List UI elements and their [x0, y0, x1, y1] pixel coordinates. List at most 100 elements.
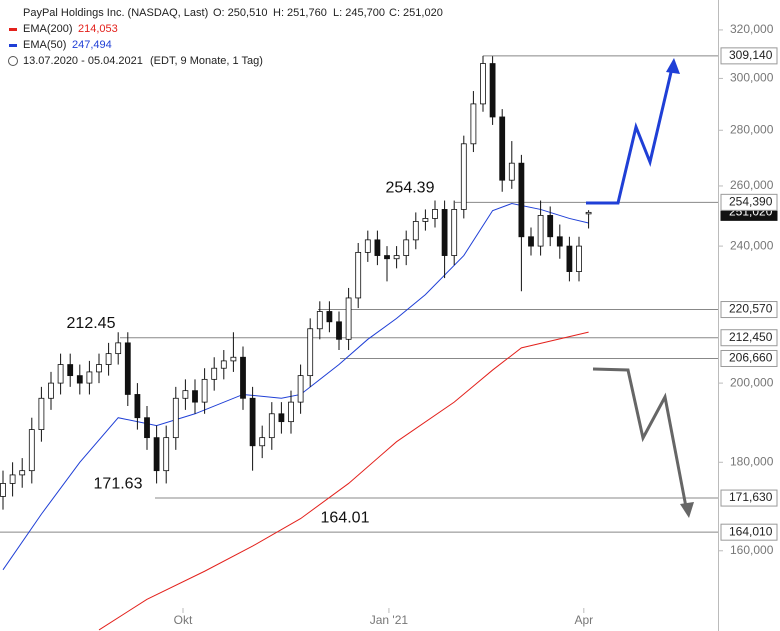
price-label: 206,660 [729, 351, 773, 365]
y-tick-label: 180,000 [730, 454, 774, 468]
candle-body [57, 364, 64, 384]
candle-body [153, 437, 160, 472]
candle [211, 357, 218, 391]
candle-body [0, 483, 6, 497]
header: PayPal Holdings Inc. (NASDAQ, Last) O: 2… [8, 7, 443, 67]
candle-body [470, 103, 477, 145]
candle-body [163, 437, 170, 472]
ema-line [2, 202, 589, 571]
candle-body [38, 397, 45, 430]
clock-icon [8, 56, 18, 66]
candle-body [355, 251, 362, 299]
candle [144, 405, 150, 450]
candle [38, 386, 45, 442]
candle-body [556, 236, 563, 247]
price-label-box [720, 47, 778, 65]
candle [403, 230, 410, 266]
legend-value: 247,494 [72, 39, 112, 51]
y-tick-label: 320,000 [730, 22, 774, 36]
candle [268, 402, 275, 450]
candle [316, 301, 323, 340]
candle-body [412, 221, 419, 241]
candle [278, 402, 285, 434]
candle-body [9, 474, 16, 484]
candle [441, 200, 448, 279]
candle [0, 470, 6, 510]
legend-swatch [9, 28, 17, 31]
candle [28, 417, 35, 484]
candle [19, 458, 26, 488]
y-tick-label: 200,000 [730, 375, 774, 389]
candle [297, 364, 304, 414]
price-label: 212,450 [729, 330, 773, 344]
candle-body [528, 236, 534, 247]
candle [96, 353, 102, 384]
projection-arrow [586, 67, 674, 205]
candle [134, 383, 141, 430]
candle [9, 462, 16, 497]
candle [432, 200, 438, 228]
candle [518, 154, 525, 292]
candle [576, 236, 582, 282]
candle [528, 227, 534, 256]
low: L: 245,700 [333, 7, 385, 19]
candle [230, 332, 237, 372]
price-label-box [720, 489, 778, 507]
candle-body [19, 470, 26, 476]
candle [182, 379, 189, 410]
candle [172, 386, 179, 450]
candle-body [537, 215, 544, 247]
close: C: 251,020 [389, 7, 443, 19]
candle [470, 91, 477, 153]
candle [86, 360, 93, 395]
candle-body [460, 143, 467, 210]
x-tick-label: Jan '21 [370, 613, 409, 627]
candle [249, 386, 256, 471]
legend-name: EMA(50) [23, 39, 66, 51]
candle-body [86, 371, 93, 384]
period-note: (EDT, 9 Monate, 1 Tag) [150, 55, 263, 67]
candle-body [115, 342, 122, 355]
arrow-head [680, 502, 694, 518]
candle [220, 350, 227, 380]
candle [326, 301, 333, 333]
candle-body [422, 218, 429, 222]
annotation: 254.39 [386, 180, 435, 197]
candle [412, 212, 419, 250]
candle-body [67, 364, 74, 377]
price-label-box [720, 301, 778, 319]
y-tick-label: 280,000 [730, 122, 774, 136]
candle-body [268, 413, 275, 439]
annotation: 164.01 [321, 509, 370, 526]
candle-body [220, 360, 227, 369]
candle [451, 200, 458, 266]
candle-body [48, 382, 54, 399]
candle [374, 230, 381, 266]
candle-body [336, 321, 342, 340]
candle [499, 109, 506, 192]
candle-body [249, 397, 256, 447]
candle-body [326, 311, 333, 323]
candle [566, 236, 573, 282]
candle-body [230, 356, 237, 362]
annotation: 171.63 [94, 475, 143, 492]
candle-body [76, 375, 83, 384]
candle [67, 353, 74, 387]
candle-body [364, 239, 371, 253]
projection-arrow [592, 367, 688, 508]
candle-body [585, 211, 592, 215]
arrow-head [666, 58, 680, 74]
candle [201, 368, 208, 414]
annotation: 212.45 [67, 315, 116, 332]
price-label: 309,140 [729, 48, 773, 62]
candle-body [307, 328, 314, 377]
candle [240, 346, 246, 410]
y-tick-label: 160,000 [730, 543, 774, 557]
candle-body [182, 390, 189, 399]
candle [480, 55, 486, 112]
candle-body [393, 255, 400, 260]
price-label-box [720, 523, 778, 541]
x-tick-label: Apr [574, 613, 593, 627]
candle [105, 342, 112, 376]
